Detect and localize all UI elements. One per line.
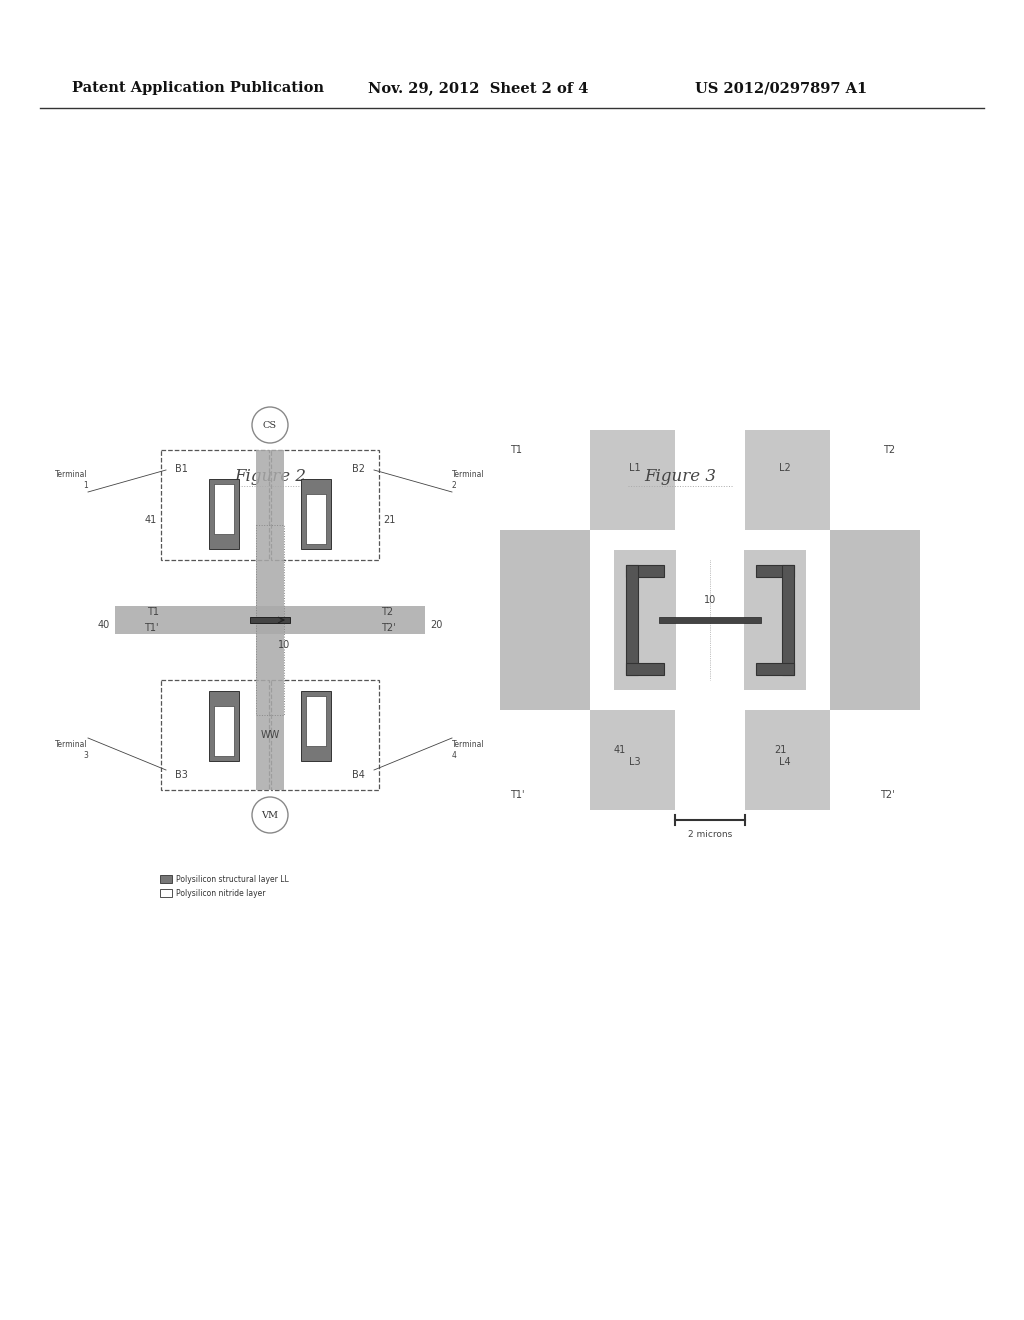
Bar <box>830 531 920 710</box>
Bar <box>161 450 269 560</box>
Text: 10: 10 <box>703 595 716 605</box>
Text: 41: 41 <box>613 744 626 755</box>
Text: L3: L3 <box>629 756 641 767</box>
Bar <box>626 565 638 675</box>
Bar <box>256 525 284 715</box>
Bar <box>209 479 239 549</box>
Bar <box>782 565 794 675</box>
Bar <box>626 565 664 577</box>
Text: LL: LL <box>210 696 220 705</box>
Text: Patent Application Publication: Patent Application Publication <box>72 81 324 95</box>
Bar <box>756 663 794 675</box>
Text: 40: 40 <box>97 620 110 630</box>
Bar <box>160 875 172 883</box>
Text: Figure 3: Figure 3 <box>644 469 716 484</box>
Text: B1: B1 <box>175 465 187 474</box>
Bar <box>115 606 425 634</box>
Text: Nov. 29, 2012  Sheet 2 of 4: Nov. 29, 2012 Sheet 2 of 4 <box>368 81 589 95</box>
Circle shape <box>252 797 288 833</box>
Text: T2': T2' <box>881 789 895 800</box>
Bar <box>161 680 269 789</box>
Text: 10: 10 <box>278 640 290 649</box>
Text: WW: WW <box>260 730 280 741</box>
Text: Polysilicon nitride layer: Polysilicon nitride layer <box>176 888 265 898</box>
Bar <box>306 494 327 544</box>
Bar <box>214 706 233 756</box>
Bar <box>301 692 332 762</box>
Text: US 2012/0297897 A1: US 2012/0297897 A1 <box>695 81 867 95</box>
Text: 21: 21 <box>383 515 395 525</box>
Text: 20: 20 <box>430 620 442 630</box>
Bar <box>301 479 332 549</box>
Text: Terminal
2: Terminal 2 <box>452 470 484 490</box>
Text: B2: B2 <box>352 465 365 474</box>
Text: Figure 2: Figure 2 <box>234 469 306 484</box>
Text: T2: T2 <box>883 445 895 455</box>
Text: T1: T1 <box>510 445 522 455</box>
Bar <box>745 430 830 531</box>
Bar <box>271 680 379 789</box>
Bar <box>756 565 794 577</box>
Bar <box>626 663 664 675</box>
Text: T1': T1' <box>144 623 159 634</box>
Text: LL: LL <box>210 535 220 545</box>
Text: 41: 41 <box>144 515 157 525</box>
Text: LL: LL <box>319 535 331 545</box>
Text: T1: T1 <box>147 607 159 616</box>
Text: Polysilicon structural layer LL: Polysilicon structural layer LL <box>176 874 289 883</box>
Bar <box>744 550 806 690</box>
Text: T2': T2' <box>381 623 395 634</box>
Text: B4: B4 <box>352 770 365 780</box>
Text: Terminal
4: Terminal 4 <box>452 741 484 760</box>
Bar <box>306 696 327 746</box>
Bar <box>250 616 290 623</box>
Text: 21: 21 <box>774 744 786 755</box>
Bar <box>500 531 590 710</box>
Text: B3: B3 <box>175 770 187 780</box>
Bar <box>256 450 284 789</box>
Text: L1: L1 <box>629 463 641 473</box>
Text: CS: CS <box>263 421 278 429</box>
Text: L2: L2 <box>779 463 791 473</box>
Text: T1': T1' <box>510 789 524 800</box>
Bar <box>214 484 233 533</box>
Text: 2 microns: 2 microns <box>688 830 732 840</box>
Text: VM: VM <box>261 810 279 820</box>
Circle shape <box>252 407 288 444</box>
Bar <box>160 888 172 898</box>
Bar <box>659 616 761 623</box>
Bar <box>271 450 379 560</box>
Text: T2: T2 <box>381 607 393 616</box>
Bar <box>209 692 239 762</box>
Text: Terminal
3: Terminal 3 <box>55 741 88 760</box>
Text: L4: L4 <box>779 756 791 767</box>
Text: LL: LL <box>319 696 331 705</box>
Bar <box>745 710 830 810</box>
Bar <box>590 430 675 531</box>
Bar <box>614 550 676 690</box>
Text: Terminal
1: Terminal 1 <box>55 470 88 490</box>
Bar <box>590 710 675 810</box>
